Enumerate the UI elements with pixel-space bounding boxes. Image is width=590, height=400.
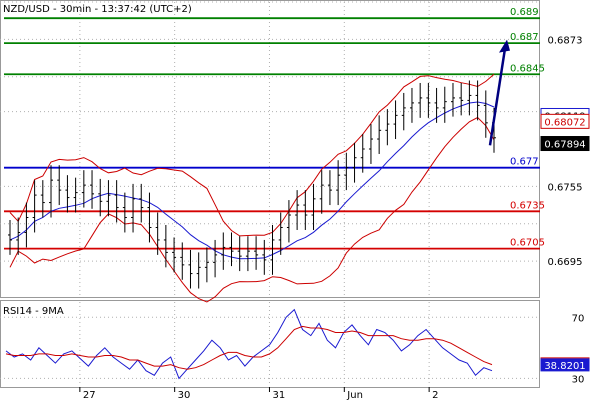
level-label: 0.677	[510, 157, 539, 168]
x-tick-label: 2	[432, 390, 438, 400]
level-label: 0.689	[510, 7, 539, 18]
bollinger-lower	[9, 116, 495, 303]
rsi-lines	[5, 308, 493, 380]
level-label: 0.6705	[510, 238, 545, 249]
price-box	[540, 113, 590, 129]
level-label: 0.6735	[510, 200, 545, 211]
target-arrow	[488, 39, 510, 146]
chart-title: NZD/USD - 30min - 13:37:42 (UTC+2)	[3, 4, 192, 15]
x-tick-label: 31	[272, 390, 285, 400]
rsi-ma-line	[5, 325, 493, 370]
price-box-label: 0.67894	[544, 140, 585, 151]
y-tick-label: 0.6695	[548, 257, 583, 268]
x-tick-label: 30	[178, 390, 191, 400]
bollinger-bands	[9, 73, 495, 303]
level-label: 0.687	[510, 32, 539, 43]
x-tick-label: 27	[83, 390, 96, 400]
moving-average	[9, 101, 495, 260]
rsi-title: RSI14 - 9MA	[3, 306, 64, 317]
y-tick-label: 0.6755	[548, 182, 583, 193]
rsi-tick-label: 70	[572, 313, 585, 324]
rsi-box-label: 38.8201	[544, 361, 585, 372]
price-box	[540, 136, 590, 152]
x-tick-label: Jun	[346, 390, 363, 400]
candles	[8, 80, 496, 289]
rsi-box	[540, 358, 590, 372]
axis-labels: 0.681190.680720.678940.68730.67550.66953…	[79, 35, 590, 400]
rsi-tick-label: 30	[572, 374, 585, 385]
level-label: 0.6845	[510, 63, 545, 74]
price-box-label: 0.68072	[544, 117, 585, 128]
price-panel-frame	[0, 0, 540, 298]
arrow-head	[499, 39, 510, 53]
bollinger-upper	[9, 73, 495, 237]
y-tick-label: 0.6873	[548, 35, 583, 46]
horizontal-levels: 0.689 0.687 0.6845 0.677 0.6735 0.6705	[4, 7, 545, 250]
rsi-panel-frame	[0, 300, 540, 388]
grid-lines	[0, 1, 540, 386]
rsi-line	[5, 308, 493, 380]
arrow-shaft	[488, 48, 507, 146]
